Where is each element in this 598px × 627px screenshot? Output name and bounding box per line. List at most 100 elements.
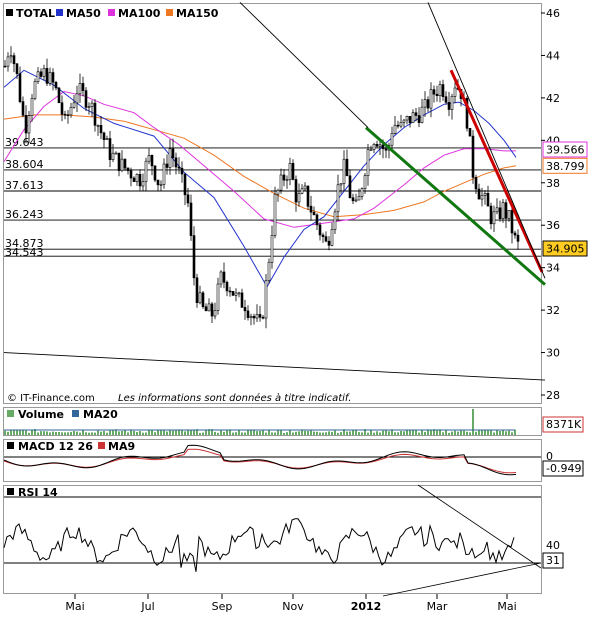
volume-bar [49,432,51,435]
legend-ma50: MA50 [66,7,101,20]
candle-body [207,303,211,312]
volume-bar [10,429,12,435]
volume-bar [112,429,114,435]
volume-bar [109,430,111,435]
candle-body [213,310,217,317]
price-series [3,46,520,329]
volume-legend: Volume MA20 [7,408,118,421]
volume-bar [415,430,417,435]
candle-body [132,177,136,183]
candle-body [69,107,73,116]
volume-bar [127,432,129,435]
candle-body [165,163,169,168]
candle-body [399,122,403,127]
candle-body [147,155,151,162]
volume-bar [493,432,495,435]
volume-bar [22,430,24,435]
legend-swatch-total [6,9,13,16]
volume-bar [502,429,504,435]
candle-body [153,165,157,181]
candle-body [351,197,355,202]
candle-body [384,148,388,151]
candle-body [219,271,223,285]
candle-body [180,167,184,175]
x-tick-label: Nov [282,600,304,613]
volume-bar [310,429,312,435]
candle-body [345,158,349,177]
level-label: 34.873 [5,237,44,250]
volume-bar [343,429,345,435]
candle-body [12,55,16,65]
candle-body [363,175,367,189]
candle-body [441,84,445,97]
candle-body [438,84,442,96]
volume-bar [268,430,270,435]
candle-body [309,205,313,213]
candle-body [474,177,478,190]
ma100-line [3,90,516,228]
volume-bar [367,432,369,435]
value-tags: 39.566 38.799 34.905 [542,141,588,257]
volume-bar [184,431,186,435]
candle-body [174,157,178,168]
volume-bar [43,431,45,435]
volume-bar [331,431,333,435]
legend-volume: Volume [18,408,64,421]
volume-bar [328,431,330,435]
candle-body [297,193,301,203]
candle-body [414,112,418,116]
volume-bar [244,432,246,435]
volume-bar [277,429,279,435]
rsi-tick-40: 40 [546,539,560,552]
volume-bar [475,431,477,435]
volume-bar [448,432,450,435]
volume-bar [64,432,66,435]
legend-ma9: MA9 [108,440,135,453]
candle-body [162,163,166,185]
candle-body [246,310,250,318]
candle-body [120,158,124,171]
volume-bar [181,430,183,435]
candle-body [54,82,58,89]
volume-bar [442,432,444,435]
candle-body [396,124,400,127]
volume-bar [205,430,207,435]
candle-body [411,112,415,123]
volume-bar [208,429,210,435]
value-tag-box [542,141,588,158]
candle-body [183,173,187,196]
candle-body [360,188,364,197]
volume-bar [142,432,144,435]
volume-bar [4,430,6,435]
volume-bar [16,429,18,435]
candle-body [372,144,376,150]
rsi-value-tag-box [542,552,564,569]
volume-bar [451,431,453,435]
trend-line [365,126,546,286]
volume-bar [154,432,156,435]
volume-bar [295,431,297,435]
candle-body [294,179,298,203]
candle-body [306,185,310,207]
volume-bar [88,432,90,435]
volume-bar [73,431,75,435]
volume-bar [325,432,327,435]
candle-body [171,148,175,159]
candle-body [108,138,112,161]
volume-bar [172,430,174,435]
y-tick-label: 46 [546,7,560,20]
volume-bar [166,431,168,435]
level-label: 39.643 [5,136,44,149]
volume-bar [85,432,87,435]
volume-bar [421,430,423,435]
candle-body [375,144,379,147]
candle-body [288,163,292,181]
candle-body [27,115,31,134]
legend-swatch-volume [7,410,14,417]
candle-body [276,189,280,195]
volume-bar [322,432,324,435]
level-label: 37.613 [5,179,44,192]
volume-bar [298,431,300,435]
candle-body [447,102,451,110]
